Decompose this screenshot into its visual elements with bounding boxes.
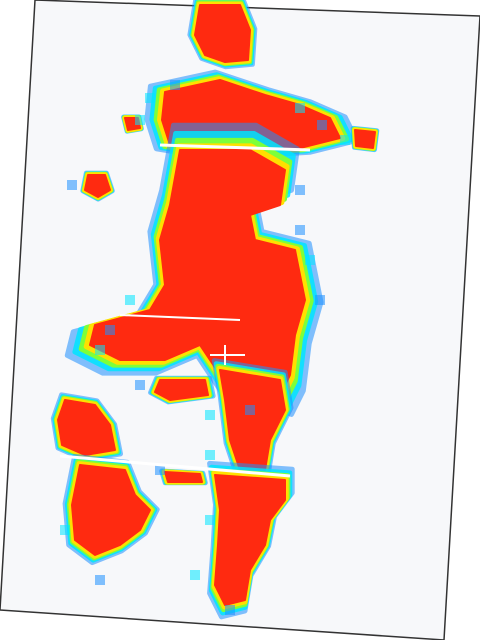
speckle-22	[135, 115, 145, 125]
speckle-14	[205, 450, 215, 460]
speckle-6	[305, 255, 315, 265]
speckle-16	[190, 570, 200, 580]
speckle-3	[317, 120, 327, 130]
left-foot-blob	[62, 453, 160, 566]
speckle-0	[145, 93, 155, 103]
speckle-20	[60, 525, 70, 535]
center-strip-blob-layer-4	[164, 471, 203, 483]
speckle-17	[225, 605, 235, 615]
speckle-4	[340, 135, 350, 145]
speckle-23	[295, 225, 305, 235]
small-dot-blob	[80, 170, 115, 202]
speckle-13	[245, 405, 255, 415]
small-dot-blob-layer-4	[84, 174, 111, 198]
speckle-9	[105, 325, 115, 335]
left-knee-blob	[50, 392, 123, 463]
head-blob-layer-4	[194, 4, 251, 63]
speckle-21	[67, 180, 77, 190]
hips-blob	[211, 358, 294, 482]
mid-oval-blob	[148, 375, 216, 405]
scan-lines	[59, 143, 311, 478]
center-strip-blob	[159, 468, 208, 486]
torso-blob	[64, 122, 324, 417]
speckle-7	[315, 295, 325, 305]
speckle-15	[155, 465, 165, 475]
speckle-18	[205, 515, 215, 525]
right-leg-blob	[207, 460, 295, 620]
speckle-19	[95, 575, 105, 585]
heat-blobs	[50, 0, 380, 620]
speckle-5	[295, 185, 305, 195]
speckle-1	[170, 80, 180, 90]
left-knee-blob-layer-4	[57, 399, 116, 456]
speckle-12	[205, 410, 215, 420]
right-blip-blob	[350, 125, 380, 153]
right-leg-blob-layer-4	[214, 474, 286, 606]
mid-oval-blob-layer-4	[154, 379, 209, 401]
head-blob	[187, 0, 258, 70]
right-blip-blob-layer-4	[354, 129, 376, 149]
speckle-11	[135, 380, 145, 390]
left-foot-blob-layer-4	[71, 464, 151, 556]
speckle-2	[295, 103, 305, 113]
speckle-8	[125, 295, 135, 305]
speckle-10	[95, 345, 105, 355]
